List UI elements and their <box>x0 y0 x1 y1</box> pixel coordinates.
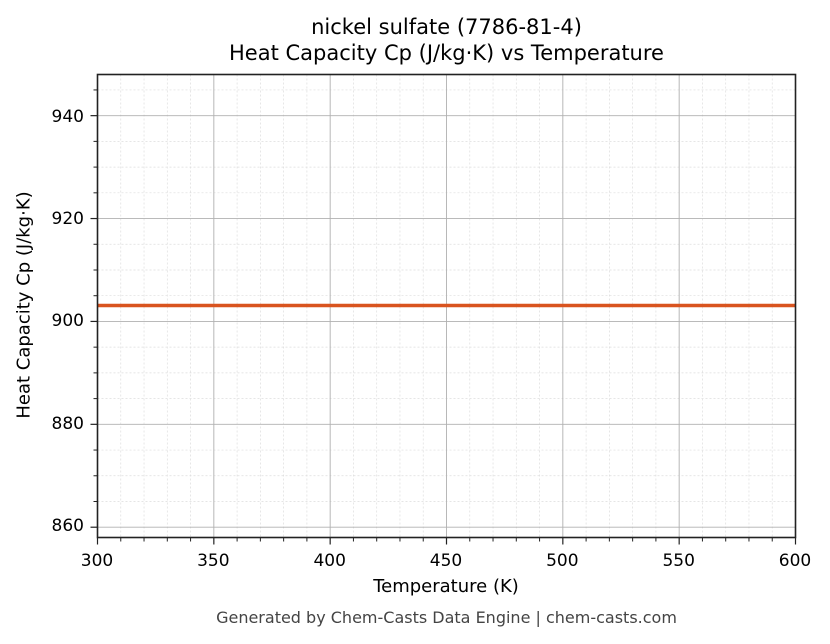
y-tick-labels: 940 920 900 880 860 <box>52 107 84 536</box>
x-tick-label: 600 <box>779 551 811 571</box>
y-axis-label: Heat Capacity Cp (J/kg·K) <box>13 191 35 419</box>
axis-ticks <box>90 89 797 545</box>
x-axis-label: Temperature (K) <box>373 576 519 597</box>
x-tick-label: 400 <box>313 551 345 571</box>
y-tick-label: 900 <box>52 311 84 331</box>
x-tick-label: 300 <box>81 551 113 571</box>
x-tick-label: 350 <box>197 551 229 571</box>
y-tick-label: 940 <box>52 107 84 127</box>
y-tick-label: 880 <box>52 414 84 434</box>
chart-title: nickel sulfate (7786-81-4) <box>311 15 582 39</box>
y-tick-label: 860 <box>52 516 84 536</box>
chart-subtitle: Heat Capacity Cp (J/kg·K) vs Temperature <box>229 41 664 65</box>
x-tick-labels: 300 350 400 450 500 550 600 <box>81 551 811 571</box>
y-tick-label: 920 <box>52 209 84 229</box>
footer-credit: Generated by Chem-Casts Data Engine | ch… <box>216 608 677 627</box>
x-tick-label: 500 <box>546 551 578 571</box>
x-tick-label: 450 <box>430 551 462 571</box>
x-tick-label: 550 <box>662 551 694 571</box>
